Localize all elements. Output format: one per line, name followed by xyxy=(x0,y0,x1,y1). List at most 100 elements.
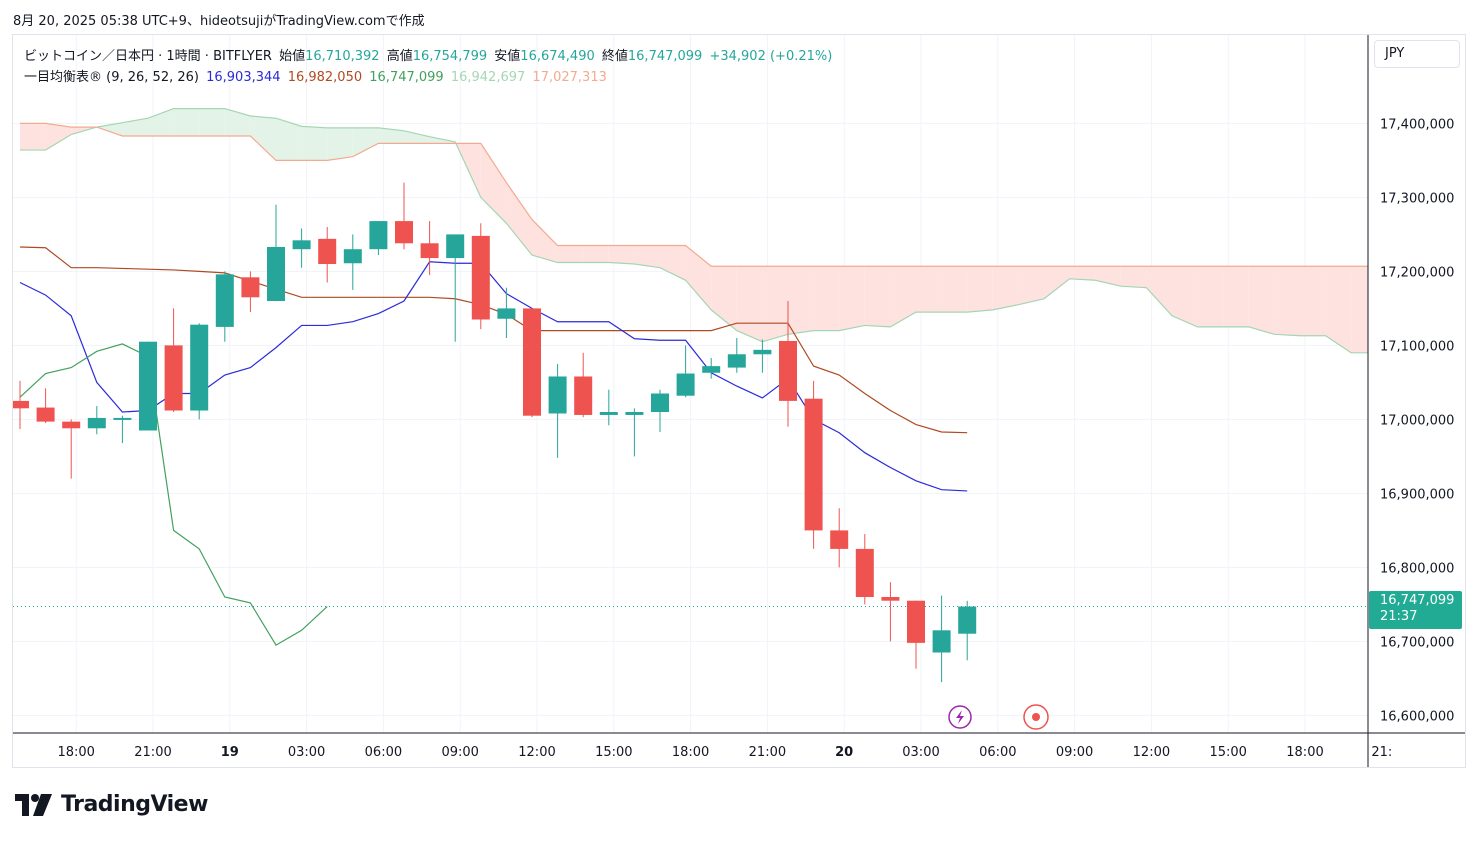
cloud-segment xyxy=(736,266,763,342)
y-tick-label: 16,700,000 xyxy=(1380,635,1454,650)
cloud-segment xyxy=(1018,266,1044,305)
cloud-segment xyxy=(813,266,840,331)
kijun-value: 16,982,050 xyxy=(287,70,363,85)
candles xyxy=(13,182,977,683)
cloud-segment xyxy=(20,123,46,151)
candle-body xyxy=(779,340,797,401)
lightning-bolt-icon xyxy=(956,710,964,724)
cloud-segment xyxy=(1223,266,1249,327)
candle-body xyxy=(497,308,516,319)
cloud-segment xyxy=(583,245,609,263)
legend-ohlc: ビットコイン／日本円 · 1時間 · BITFLYER 始値16,710,392… xyxy=(24,45,835,64)
legend-indicator: 一目均衡表® (9, 26, 52, 26) 16,903,344 16,982… xyxy=(24,66,610,85)
cloud-segment xyxy=(1351,266,1368,353)
cloud-segment xyxy=(839,266,865,331)
kijun-line xyxy=(19,246,968,434)
senkou-span-a-line xyxy=(20,107,1368,354)
cloud-segment xyxy=(1325,266,1352,353)
candle-body xyxy=(574,376,593,415)
indicator-name[interactable]: 一目均衡表® (9, 26, 52, 26) xyxy=(24,70,199,85)
low-label: 安値 xyxy=(494,49,521,64)
candle-body xyxy=(343,249,362,264)
candle-body xyxy=(13,400,29,409)
candle-body xyxy=(523,308,541,416)
cloud-segment xyxy=(199,108,225,136)
x-tick-label: 19 xyxy=(221,745,239,760)
cloud-segment xyxy=(1300,266,1326,336)
cloud-segment xyxy=(532,219,558,263)
tenkan-value: 16,903,344 xyxy=(206,70,281,85)
x-tick-label: 06:00 xyxy=(979,745,1016,760)
cloud-segment xyxy=(173,108,200,136)
candle-body xyxy=(676,373,695,396)
cloud-segment xyxy=(1044,266,1070,299)
open-label: 始値 xyxy=(279,49,306,64)
candle-body xyxy=(139,341,157,431)
ichimoku-lines xyxy=(13,107,1368,646)
cloud-segment xyxy=(378,127,404,144)
cloud-segment xyxy=(634,245,660,268)
x-tick-label: 15:00 xyxy=(1209,745,1246,760)
open-value: 16,710,392 xyxy=(305,49,380,64)
y-tick-label: 16,800,000 xyxy=(1380,561,1454,576)
y-tick-label: 17,300,000 xyxy=(1380,191,1454,206)
candle-body xyxy=(907,600,925,643)
currency-button[interactable]: JPY xyxy=(1374,40,1460,68)
close-label: 終値 xyxy=(601,49,628,64)
cloud-segment xyxy=(1069,266,1096,281)
cloud-segment xyxy=(301,126,328,161)
candle-body xyxy=(318,238,337,264)
candle-body xyxy=(958,606,977,634)
x-tick-label: 09:00 xyxy=(441,745,478,760)
candle-body xyxy=(164,345,183,411)
y-tick-label: 17,200,000 xyxy=(1380,265,1454,280)
x-tick-label: 21:00 xyxy=(749,745,786,760)
x-tick-label: 18:00 xyxy=(672,745,709,760)
axes: 18:00 21:00 19 03:00 06:00 09:00 12:00 15:00 18:… xyxy=(13,35,1465,767)
x-tick-label: 12:00 xyxy=(1133,745,1170,760)
x-tick-label: 03:00 xyxy=(902,745,939,760)
cloud-segment xyxy=(352,127,379,157)
y-tick-label: 17,100,000 xyxy=(1380,339,1454,354)
cloud-segment xyxy=(660,245,686,281)
span-b-value: 17,027,313 xyxy=(532,70,607,85)
x-tick-label: 12:00 xyxy=(518,745,555,760)
tradingview-brand[interactable]: TradingView xyxy=(15,792,208,817)
cloud-segment xyxy=(1197,266,1224,327)
x-tick-label: 15:00 xyxy=(595,745,632,760)
cloud-segment xyxy=(506,182,532,256)
cloud-segment xyxy=(1172,266,1198,327)
y-tick-label: 17,400,000 xyxy=(1380,117,1454,132)
candle-body xyxy=(36,407,55,422)
candle-body xyxy=(804,398,823,531)
event-markers xyxy=(948,704,1049,730)
x-tick-label: 21: xyxy=(1371,745,1392,760)
last-price-label: 16,747,099 21:37 xyxy=(1369,591,1462,629)
cloud-segment xyxy=(864,266,891,327)
cloud-segment xyxy=(788,266,814,335)
symbol-info[interactable]: ビットコイン／日本円 · 1時間 · BITFLYER xyxy=(24,49,272,64)
last-price-value: 16,747,099 xyxy=(1380,593,1455,608)
senkou-span-b-line xyxy=(20,122,1368,267)
candle-body xyxy=(702,366,721,373)
y-tick-label: 16,900,000 xyxy=(1380,487,1454,502)
cloud-segment xyxy=(404,130,430,144)
cloud-segment xyxy=(250,116,276,161)
brand-name: TradingView xyxy=(61,792,208,817)
close-value: 16,747,099 xyxy=(627,49,703,64)
chart-frame xyxy=(12,34,1466,768)
cloud-segment xyxy=(1248,266,1275,335)
cloud-segment xyxy=(557,245,584,263)
chikou-value: 16,747,099 xyxy=(369,70,444,85)
candle-body xyxy=(62,421,81,429)
low-value: 16,674,490 xyxy=(520,49,595,64)
candle-body xyxy=(292,240,311,250)
candle-body xyxy=(625,412,644,415)
candle-body xyxy=(727,354,746,368)
x-tick-label: 20 xyxy=(835,745,853,760)
candle-body xyxy=(830,530,849,549)
chart-header: 8月 20, 2025 05:38 UTC+9、hideotsujiがTradi… xyxy=(13,14,425,29)
cloud-segment xyxy=(122,118,148,136)
high-value: 16,754,799 xyxy=(412,49,488,64)
